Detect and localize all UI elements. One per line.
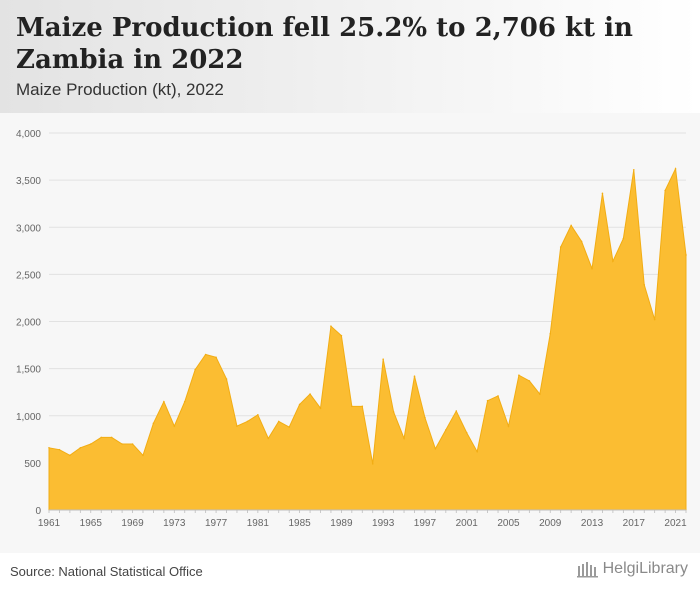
chart-subtitle: Maize Production (kt), 2022 [16, 80, 224, 99]
x-tick-label: 1977 [205, 518, 228, 529]
data-point [319, 407, 322, 410]
data-point [215, 356, 217, 359]
data-point [465, 431, 468, 434]
x-tick-label: 1973 [163, 518, 186, 529]
data-point [183, 400, 186, 403]
data-point [403, 437, 405, 440]
data-point [392, 411, 395, 413]
y-tick-label: 1,500 [16, 365, 41, 376]
x-tick-label: 1985 [288, 518, 311, 529]
data-point [351, 405, 353, 408]
header-band: Maize Production fell 25.2% to 2,706 kt … [0, 0, 700, 113]
data-point [371, 463, 374, 465]
data-point [539, 393, 541, 395]
data-point [267, 437, 270, 440]
data-point [48, 446, 50, 449]
data-point [455, 410, 458, 412]
x-tick-label: 2013 [581, 518, 604, 529]
x-tick-label: 1981 [247, 518, 270, 529]
data-point [225, 378, 228, 380]
data-point [528, 380, 531, 382]
data-point [298, 403, 301, 406]
brand-name: HelgiLibrary [602, 560, 688, 577]
data-point [257, 414, 259, 416]
data-point [685, 254, 687, 256]
data-point [142, 454, 144, 457]
data-point [476, 450, 478, 453]
data-point [340, 334, 343, 337]
y-tick-label: 2,500 [16, 270, 41, 281]
data-point [89, 443, 92, 445]
data-point [549, 332, 552, 335]
data-point [518, 374, 520, 377]
data-point [424, 416, 426, 419]
data-point [643, 283, 646, 286]
y-tick-label: 500 [24, 459, 41, 470]
data-point [163, 400, 165, 403]
data-point [194, 368, 196, 371]
y-tick-label: 4,000 [16, 129, 41, 140]
x-tick-label: 2001 [456, 518, 479, 529]
data-point [110, 436, 113, 439]
y-tick-label: 3,500 [16, 176, 41, 187]
data-point [580, 240, 583, 243]
data-point [79, 446, 82, 449]
data-point [204, 353, 207, 356]
data-point [173, 425, 176, 427]
data-point [601, 192, 604, 195]
data-point [632, 168, 635, 171]
data-point [413, 375, 416, 377]
x-tick-label: 1989 [330, 518, 353, 529]
data-point [612, 260, 614, 262]
maize-production-area-chart: 0 500 1,000 1,500 2,000 2,500 3,000 3,500 4,000 1… [16, 129, 687, 529]
data-point [434, 447, 437, 450]
y-tick-label: 2,000 [16, 318, 41, 329]
data-point [277, 420, 280, 423]
x-tick-label: 2009 [539, 518, 562, 529]
data-point [445, 429, 447, 431]
data-point [559, 246, 562, 248]
data-point [497, 395, 499, 397]
x-tick-label: 1997 [414, 518, 437, 529]
y-tick-label: 3,000 [16, 223, 41, 234]
data-point [288, 426, 290, 428]
x-tick-label: 2021 [664, 518, 687, 529]
data-point [622, 237, 625, 240]
production-area [48, 167, 687, 511]
data-point [152, 422, 155, 425]
y-tick-label: 0 [35, 506, 41, 517]
chart-title: Maize Production fell 25.2% to 2,706 kt … [16, 13, 633, 75]
data-point [58, 448, 61, 451]
x-tick-label: 1961 [38, 518, 61, 529]
data-point [486, 399, 489, 402]
data-point [361, 405, 364, 408]
data-point [382, 358, 384, 360]
source-note: Source: National Statistical Office [10, 564, 203, 579]
data-point [653, 318, 656, 321]
x-tick-label: 2005 [497, 518, 520, 529]
brand-logo: HelgiLibrary [576, 560, 688, 578]
data-point [236, 425, 238, 427]
data-point [69, 454, 71, 457]
x-tick-label: 1993 [372, 518, 395, 529]
data-point [131, 443, 134, 445]
data-point [309, 393, 311, 395]
y-tick-label: 1,000 [16, 412, 41, 423]
library-icon [576, 562, 598, 578]
data-point [100, 436, 103, 439]
data-point [591, 267, 593, 270]
x-tick-label: 2017 [623, 518, 646, 529]
data-point [664, 189, 666, 192]
x-tick-label: 1965 [80, 518, 103, 529]
data-point [246, 420, 249, 423]
data-point [570, 224, 572, 227]
data-point [330, 325, 332, 328]
data-point [507, 425, 510, 427]
data-point [674, 168, 677, 170]
x-tick-label: 1969 [121, 518, 144, 529]
data-point [121, 443, 123, 445]
